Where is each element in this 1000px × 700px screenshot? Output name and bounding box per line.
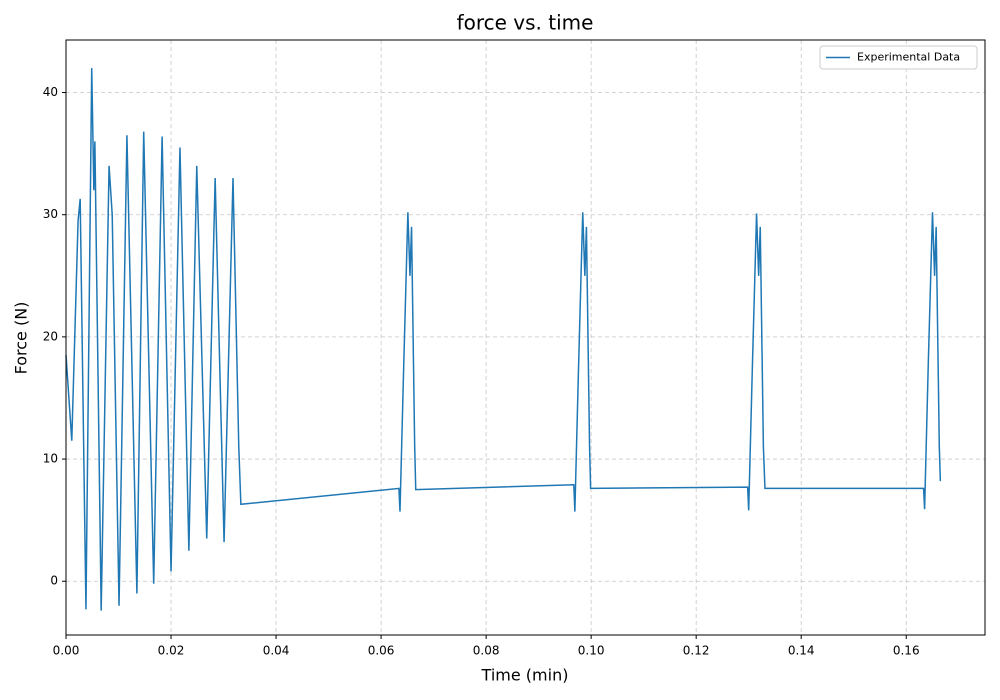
- y-tick-label: 30: [43, 207, 58, 221]
- y-tick-label: 40: [43, 85, 58, 99]
- y-tick-label: 10: [43, 452, 58, 466]
- x-tick-label: 0.00: [53, 644, 80, 658]
- plot-frame: [65, 39, 986, 636]
- y-tick-label: 0: [50, 574, 58, 588]
- data-line: [65, 68, 942, 611]
- y-axis-label: Force (N): [12, 302, 31, 375]
- x-tick-label: 0.14: [788, 644, 815, 658]
- x-tick-label: 0.08: [473, 644, 500, 658]
- x-tick-label: 0.16: [893, 644, 920, 658]
- x-tick-label: 0.04: [263, 644, 290, 658]
- x-tick-label: 0.12: [683, 644, 710, 658]
- x-axis-label: Time (min): [481, 666, 569, 685]
- x-tick-label: 0.02: [158, 644, 185, 658]
- y-tick-label: 20: [43, 329, 58, 343]
- legend: Experimental Data: [819, 45, 978, 70]
- chart-title: force vs. time: [457, 11, 594, 35]
- x-tick-label: 0.06: [368, 644, 395, 658]
- legend-box: [819, 45, 978, 70]
- x-tick-label: 0.10: [578, 644, 605, 658]
- legend-label: Experimental Data: [857, 51, 960, 64]
